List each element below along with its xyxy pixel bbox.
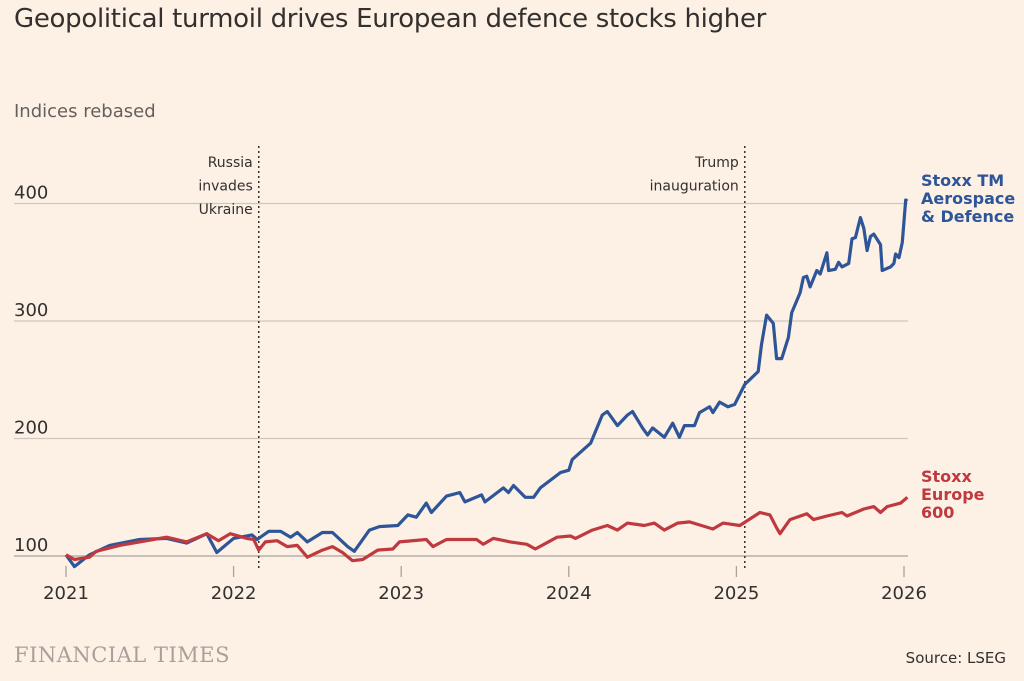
series-label: & Defence — [921, 207, 1014, 226]
event-annotation: inauguration — [650, 179, 739, 195]
event-annotation: invades — [198, 179, 252, 195]
series-label: Stoxx TM — [921, 171, 1004, 190]
event-annotation: Trump — [694, 155, 739, 171]
series-label: Europe — [921, 485, 985, 504]
y-tick-label: 200 — [14, 418, 48, 439]
series-line-0 — [64, 198, 909, 569]
x-tick-label: 2022 — [211, 583, 257, 604]
ft-logo: FINANCIAL TIMES — [14, 643, 230, 667]
x-tick-label: 2021 — [43, 583, 89, 604]
chart-title: Geopolitical turmoil drives European def… — [14, 4, 767, 34]
chart-subtitle: Indices rebased — [14, 101, 156, 122]
series-label: Aerospace — [921, 189, 1015, 208]
x-tick-label: 2023 — [378, 583, 424, 604]
event-annotation: Russia — [208, 155, 253, 171]
y-tick-label: 400 — [14, 183, 48, 204]
y-tick-label: 100 — [14, 535, 48, 556]
event-annotation: Ukraine — [199, 202, 253, 218]
x-tick-label: 2026 — [881, 583, 927, 604]
x-tick-label: 2025 — [713, 583, 759, 604]
series-label: Stoxx — [921, 467, 972, 486]
y-tick-label: 300 — [14, 300, 48, 321]
x-tick-label: 2024 — [546, 583, 592, 604]
series-label: 600 — [921, 503, 954, 522]
source-note: Source: LSEG — [905, 649, 1006, 667]
series-line-1 — [65, 496, 909, 563]
